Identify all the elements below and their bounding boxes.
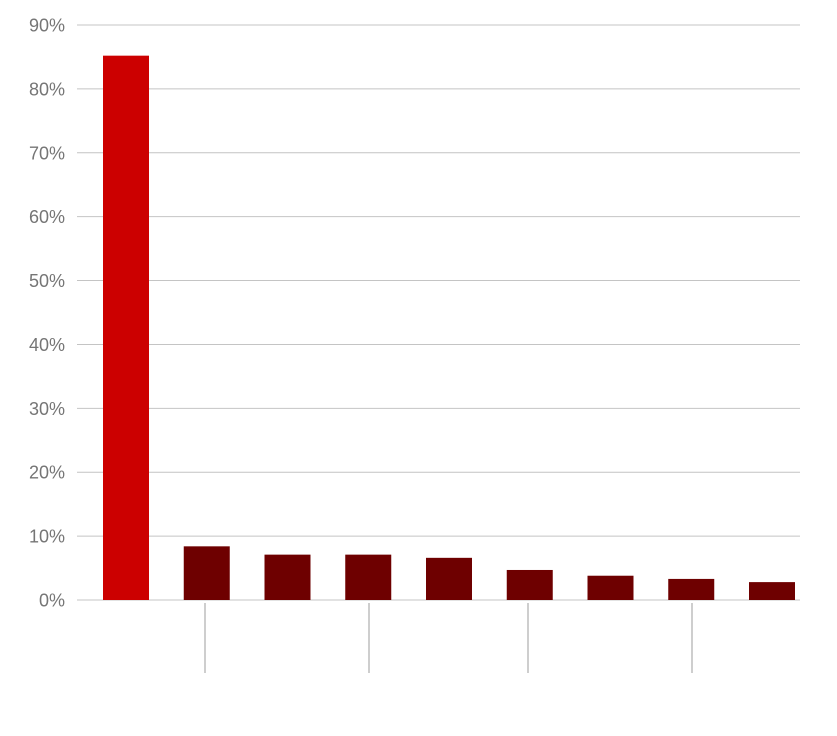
y-tick-label: 80%: [29, 79, 65, 99]
bar: [183, 546, 230, 600]
bar: [264, 554, 311, 600]
gridlines: [77, 24, 800, 601]
bar: [426, 557, 472, 600]
bar: [103, 55, 149, 600]
y-tick-label: 70%: [29, 143, 65, 163]
y-tick-label: 60%: [29, 207, 65, 227]
bar: [587, 575, 634, 600]
bar: [345, 554, 392, 600]
y-tick-label: 0%: [39, 591, 65, 611]
y-tick-label: 40%: [29, 335, 65, 355]
bar: [749, 582, 795, 600]
bars: [103, 55, 795, 600]
bar: [506, 569, 553, 600]
y-tick-label: 30%: [29, 399, 65, 419]
y-tick-label: 10%: [29, 527, 65, 547]
y-tick-label: 90%: [29, 16, 65, 36]
y-tick-label: 20%: [29, 463, 65, 483]
category-group-separators: [204, 603, 693, 673]
y-tick-label: 50%: [29, 271, 65, 291]
bar: [668, 578, 715, 600]
y-axis-tick-labels: 0% 10% 20% 30% 40% 50% 60% 70% 80% 90%: [29, 16, 65, 611]
